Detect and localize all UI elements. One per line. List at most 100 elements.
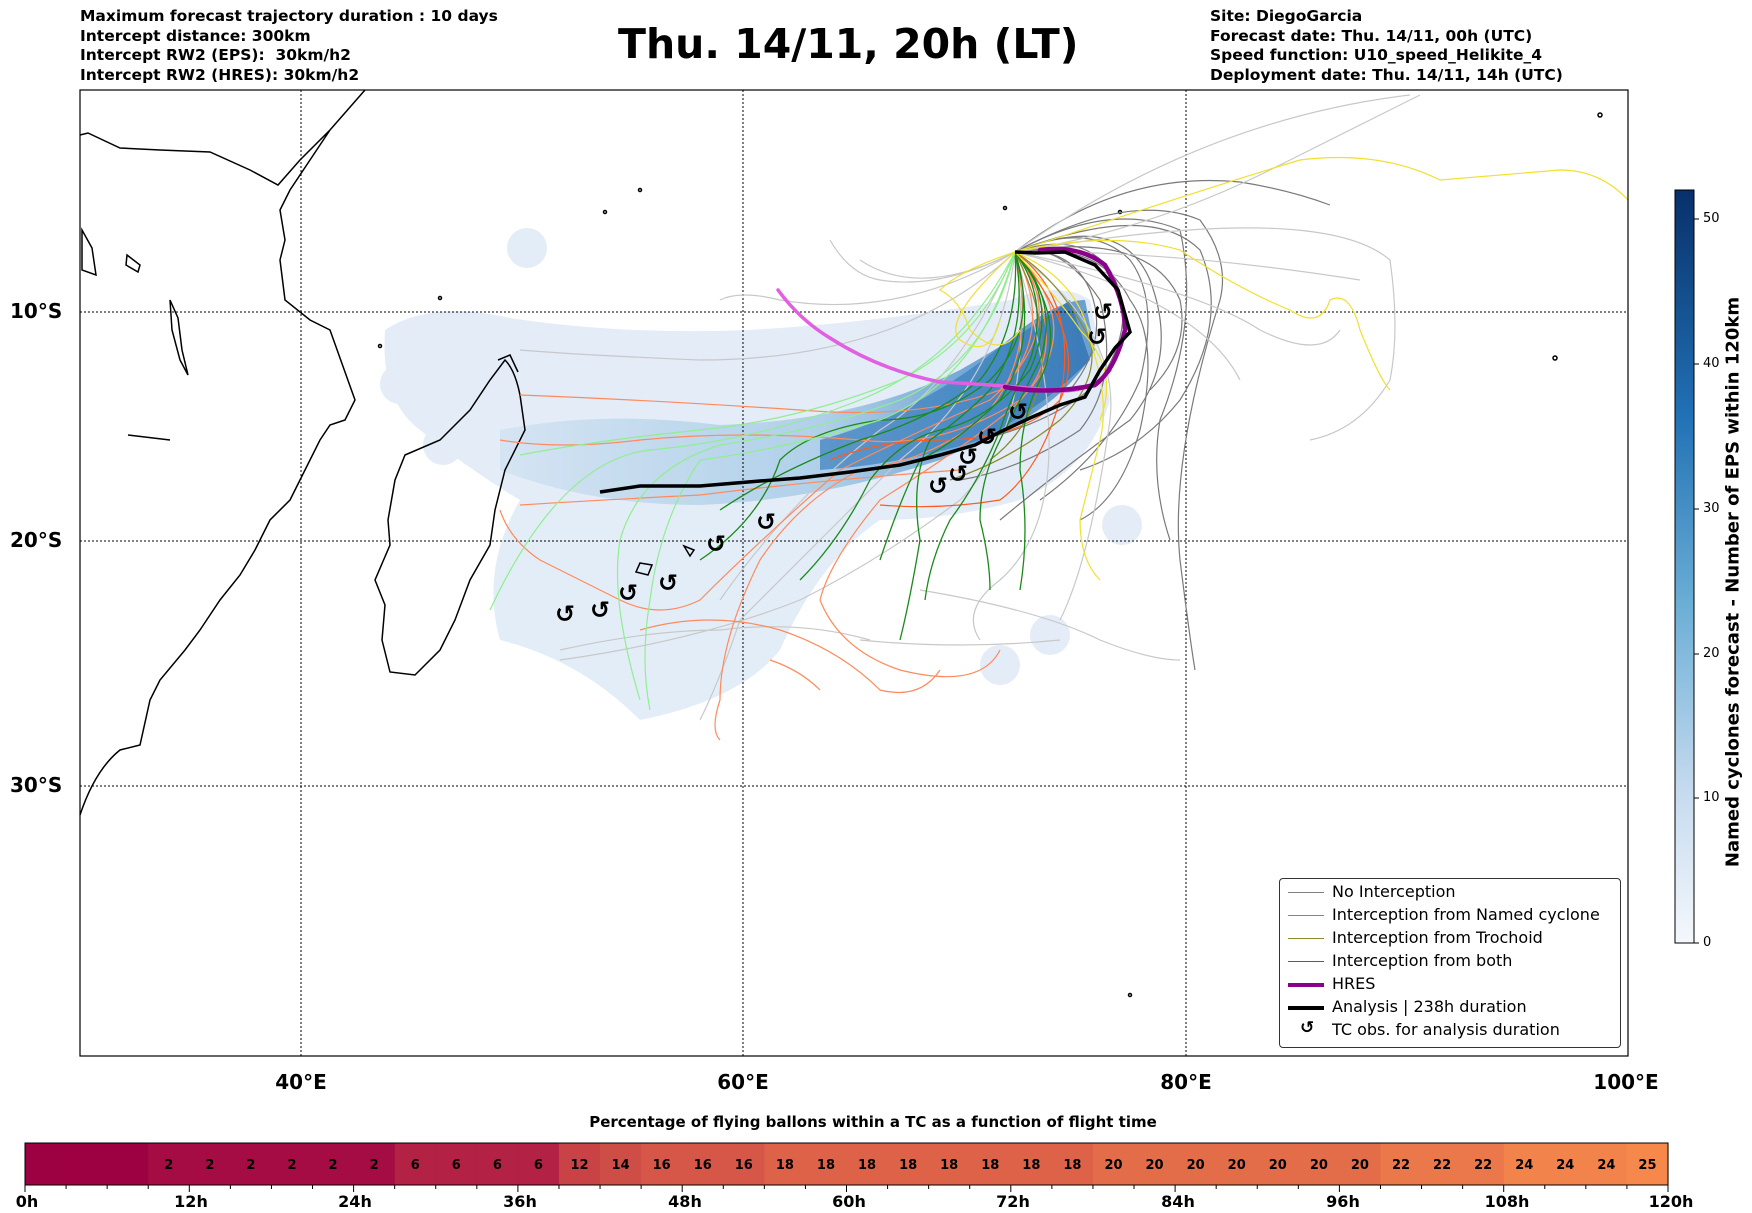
gridlines <box>80 90 1628 1056</box>
flight-time-tick: 120h <box>1648 1192 1694 1211</box>
tc-obs-symbol: ↺ <box>1093 298 1113 326</box>
flight-time-cell <box>1216 1143 1258 1185</box>
colorbar-tick: 0 <box>1703 935 1712 950</box>
flight-time-value: 24 <box>1515 1158 1533 1173</box>
info-intercept-eps: Intercept RW2 (EPS): 30km/h2 <box>80 46 351 64</box>
flight-time-value: 2 <box>164 1158 173 1173</box>
flight-time-cell <box>25 1143 67 1185</box>
flight-time-cell <box>230 1143 273 1185</box>
flight-time-value: 16 <box>694 1158 712 1173</box>
flight-time-value: 24 <box>1597 1158 1615 1173</box>
madagascar-tip <box>497 354 519 373</box>
traj-yellow <box>938 156 1629 581</box>
legend-label: Analysis | 238h duration <box>1332 997 1527 1016</box>
info-speed-function: Speed function: U10_speed_Helikite_4 <box>1210 46 1543 64</box>
flight-time-cell <box>517 1143 560 1185</box>
flight-time-value: 20 <box>1351 1158 1369 1173</box>
info-left: Maximum forecast trajectory duration : 1… <box>80 7 498 85</box>
lon-label-60e: 60°E <box>717 1070 769 1094</box>
map-plot-area: ↺ ↺ ↺ ↺ ↺ ↺ ↺ ↺ ↺ ↺ ↺ ↺ ↺ <box>79 89 1629 1057</box>
flight-time-tick: 60h <box>832 1192 866 1211</box>
flight-time-cell <box>1298 1143 1340 1185</box>
flight-time-cell <box>1421 1143 1464 1185</box>
legend-swatch <box>1288 983 1324 987</box>
flight-time-tick: 12h <box>174 1192 208 1211</box>
flight-time-cell <box>1092 1143 1135 1185</box>
flight-time-cell <box>1503 1143 1546 1185</box>
flight-time-value: 20 <box>1310 1158 1328 1173</box>
flight-time-value: 18 <box>776 1158 794 1173</box>
page-title: Thu. 14/11, 20h (LT) <box>618 20 1079 68</box>
flight-time-cell <box>682 1143 724 1185</box>
flight-time-cell <box>969 1143 1012 1185</box>
density-colorbar <box>1674 189 1699 944</box>
flight-time-value: 6 <box>411 1158 420 1173</box>
flight-time-value: 20 <box>1187 1158 1205 1173</box>
tc-obs-symbol: ↺ <box>618 579 638 607</box>
flight-time-cell <box>435 1143 478 1185</box>
flight-time-tick: 36h <box>503 1192 537 1211</box>
flight-time-cell <box>353 1143 396 1185</box>
flight-time-tick: 96h <box>1326 1192 1360 1211</box>
flight-time-value: 2 <box>246 1158 255 1173</box>
flight-time-value: 6 <box>534 1158 543 1173</box>
colorbar-gradient <box>1674 189 1695 944</box>
flight-time-value: 22 <box>1392 1158 1410 1173</box>
flight-time-cell <box>558 1143 601 1185</box>
legend-label: Interception from Trochoid <box>1332 928 1543 947</box>
info-right: Site: DiegoGarcia Forecast date: Thu. 14… <box>1210 7 1563 85</box>
flight-time-cell <box>1544 1143 1587 1185</box>
flight-time-value: 20 <box>1228 1158 1246 1173</box>
tc-obs-symbol: ↺ <box>1087 323 1107 351</box>
flight-time-value: 16 <box>735 1158 753 1173</box>
flight-time-value: 18 <box>858 1158 876 1173</box>
info-intercept-hres: Intercept RW2 (HRES): 30km/h2 <box>80 65 360 84</box>
flight-time-value: 18 <box>817 1158 835 1173</box>
legend-swatch <box>1288 1006 1324 1010</box>
lon-label-80e: 80°E <box>1160 1070 1212 1094</box>
info-forecast-date: Forecast date: Thu. 14/11, 00h (UTC) <box>1210 26 1533 45</box>
flight-time-value: 6 <box>493 1158 502 1173</box>
tc-obs-symbol: ↺ <box>958 443 978 471</box>
flight-time-cell <box>1010 1143 1053 1185</box>
legend-swatch <box>1288 892 1324 893</box>
flight-time-value: 2 <box>205 1158 214 1173</box>
flight-time-cell <box>1339 1143 1382 1185</box>
flight-time-tick: 84h <box>1161 1192 1195 1211</box>
tc-obs-symbol: ↺ <box>977 423 997 451</box>
analysis-track <box>599 250 1132 494</box>
coastlines <box>79 89 1603 998</box>
legend-item-named-cyclone: Interception from Named cyclone <box>1280 904 1620 927</box>
flight-time-value: 22 <box>1474 1158 1492 1173</box>
flight-time-cell <box>66 1143 108 1185</box>
lat-label-10s: 10°S <box>10 299 63 323</box>
flight-time-value: 18 <box>899 1158 917 1173</box>
madagascar-coast <box>374 358 526 676</box>
legend-item-hres: HRES <box>1280 973 1620 996</box>
flight-time-cell <box>107 1143 149 1185</box>
lat-label-20s: 20°S <box>10 528 63 552</box>
flight-time-value: 18 <box>1063 1158 1081 1173</box>
lon-label-40e: 40°E <box>275 1070 327 1094</box>
tc-obs-symbol: ↺ <box>555 600 575 628</box>
flight-time-value: 25 <box>1638 1158 1656 1173</box>
legend-label: Interception from Named cyclone <box>1332 905 1600 924</box>
flight-time-cell <box>394 1143 437 1185</box>
flight-time-value: 24 <box>1556 1158 1574 1173</box>
legend-swatch <box>1288 915 1324 916</box>
info-deployment-date: Deployment date: Thu. 14/11, 14h (UTC) <box>1210 65 1563 84</box>
info-intercept-distance: Intercept distance: 300km <box>80 26 311 45</box>
flight-time-value: 18 <box>1022 1158 1040 1173</box>
legend-label: TC obs. for analysis duration <box>1332 1020 1560 1039</box>
flight-time-cell <box>1175 1143 1217 1185</box>
flight-time-tick: 48h <box>668 1192 702 1211</box>
flight-time-cell <box>723 1143 765 1185</box>
tc-obs-symbol: ↺ <box>706 530 726 558</box>
flight-time-value: 2 <box>329 1158 338 1173</box>
flight-time-value: 22 <box>1433 1158 1451 1173</box>
tc-obs-symbol: ↺ <box>928 472 948 500</box>
flight-time-value: 18 <box>981 1158 999 1173</box>
info-duration: Maximum forecast trajectory duration : 1… <box>80 7 498 25</box>
flight-time-cell <box>1257 1143 1299 1185</box>
lon-label-100e: 100°E <box>1593 1070 1659 1094</box>
